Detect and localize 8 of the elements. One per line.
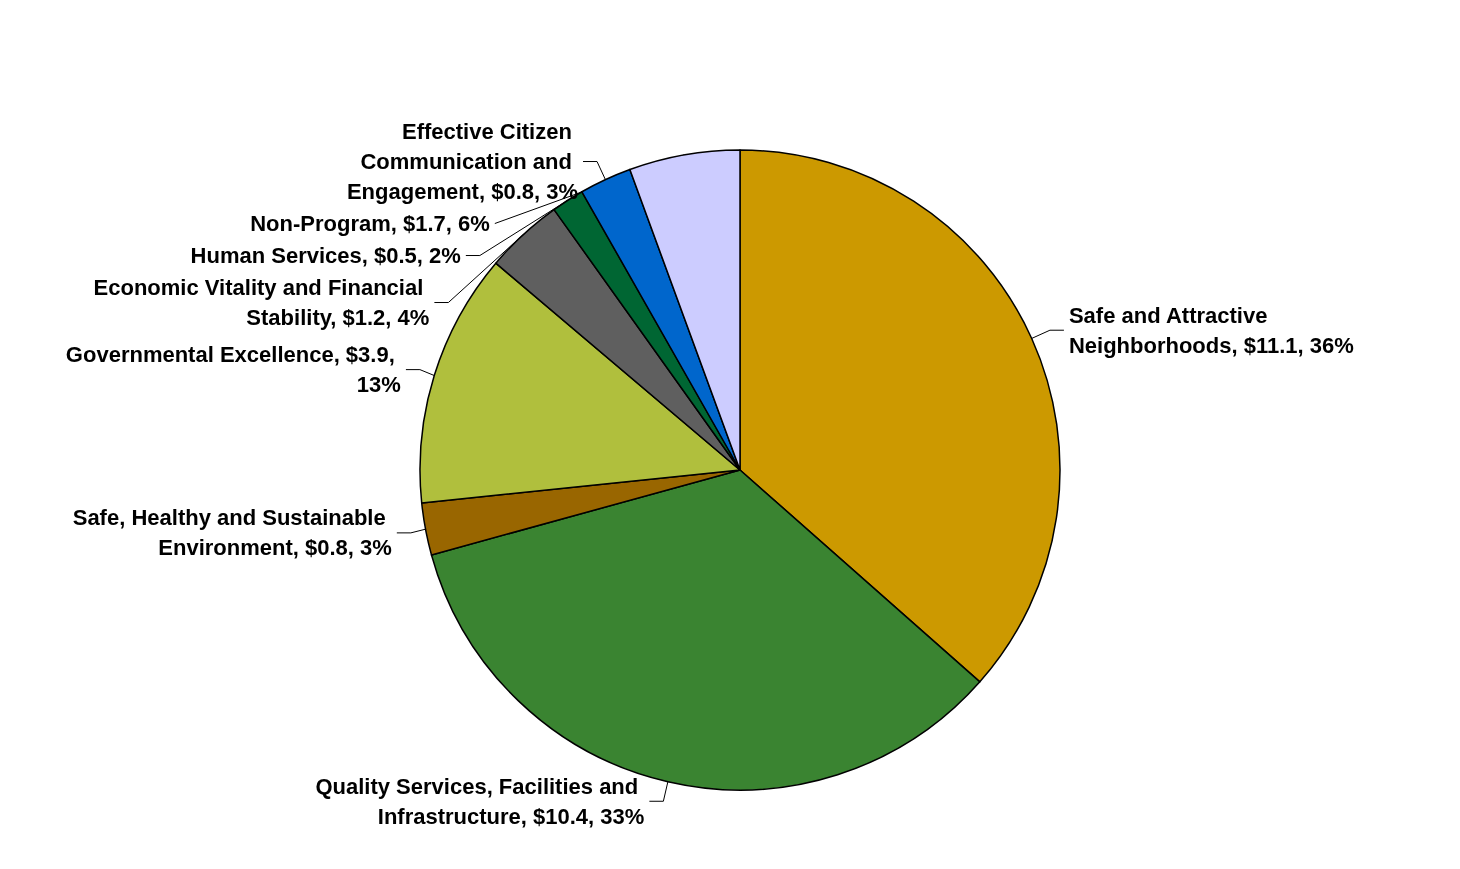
slice-label: Safe, Healthy and Sustainable Environment, $0.8, 3% bbox=[72, 505, 392, 561]
slice-label: Economic Vitality and Financial Stability, $1.2, 4% bbox=[93, 275, 430, 331]
slice-label: Governmental Excellence, $3.9, 13% bbox=[65, 342, 401, 398]
slice-label: Non-Program, $1.7, 6% bbox=[250, 211, 490, 237]
slice-label: Safe and Attractive Neighborhoods, $11.1, 36% bbox=[1068, 302, 1354, 358]
slice-label: Effective Citizen Communication and Engagement, $0.8, 3% bbox=[346, 119, 579, 205]
slice-label: Quality Services, Facilities and Infrastructure, $10.4, 33% bbox=[315, 773, 645, 829]
slice-label: Human Services, $0.5, 2% bbox=[190, 243, 461, 269]
